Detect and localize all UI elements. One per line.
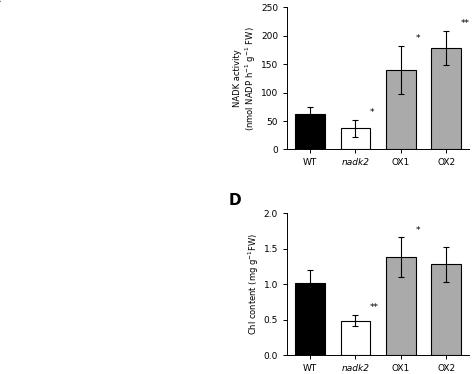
Text: *: * xyxy=(415,226,420,234)
Bar xyxy=(341,321,370,355)
Bar xyxy=(341,128,370,150)
Bar xyxy=(386,70,416,150)
Text: A: A xyxy=(0,0,1,4)
Text: C: C xyxy=(229,0,240,2)
Bar xyxy=(295,114,325,150)
Text: **: ** xyxy=(370,303,379,312)
Bar xyxy=(295,283,325,355)
Y-axis label: Chl content (mg g$^{-1}$FW): Chl content (mg g$^{-1}$FW) xyxy=(246,233,261,335)
Text: D: D xyxy=(229,193,241,208)
Text: B: B xyxy=(0,196,1,211)
Text: **: ** xyxy=(461,19,470,28)
Text: *: * xyxy=(415,34,420,43)
Bar xyxy=(431,264,461,355)
Bar xyxy=(431,48,461,150)
Text: *: * xyxy=(370,107,374,117)
Bar xyxy=(386,257,416,355)
Y-axis label: NADK activity
(nmol NADP h$^{-1}$ g$^{-1}$ FW): NADK activity (nmol NADP h$^{-1}$ g$^{-1… xyxy=(233,26,258,131)
